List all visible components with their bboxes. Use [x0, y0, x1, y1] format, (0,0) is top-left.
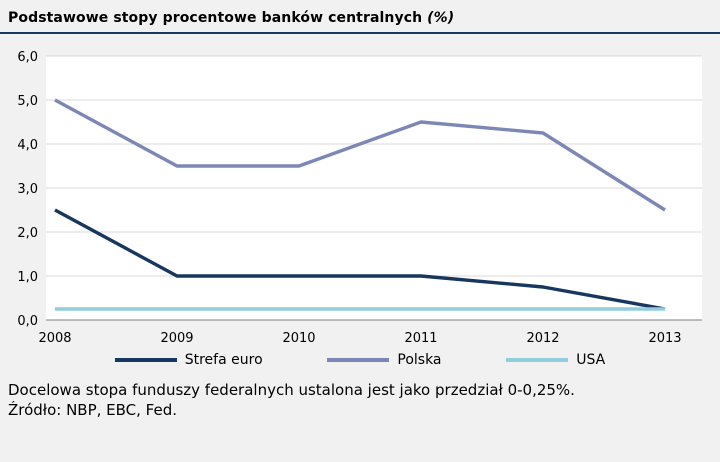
line-chart: 0,0 1,0 2,0 3,0 4,0 5,0 6,0 2008 2009 2010 2011 201…	[0, 34, 720, 346]
x-tick-label: 2011	[404, 331, 437, 346]
y-tick-label: 5,0	[17, 94, 38, 109]
chart-title: Podstawowe stopy procentowe banków centr…	[0, 0, 720, 32]
x-tick-label: 2010	[282, 331, 315, 346]
line-chart-canvas: 0,0 1,0 2,0 3,0 4,0 5,0 6,0 2008 2009 2010 2011 201…	[17, 50, 702, 346]
y-tick-label: 6,0	[17, 50, 38, 65]
footer-source: Źródło: NBP, EBC, Fed.	[8, 401, 178, 420]
y-tick-label: 1,0	[17, 270, 38, 285]
title-divider	[0, 32, 720, 34]
legend-swatch-strefa-euro	[114, 358, 177, 362]
y-tick-label: 2,0	[17, 226, 38, 241]
legend-swatch-polska	[327, 358, 390, 362]
legend-item-strefa-euro: Strefa euro	[114, 352, 263, 368]
x-tick-label: 2013	[648, 331, 681, 346]
legend-label-polska: Polska	[397, 352, 442, 368]
x-tick-label: 2012	[526, 331, 559, 346]
legend-item-polska: Polska	[327, 352, 442, 368]
y-tick-label: 4,0	[17, 138, 38, 153]
footer-note: Docelowa stopa funduszy federalnych usta…	[8, 381, 575, 399]
chart-title-unit: (%)	[427, 10, 455, 26]
y-tick-label: 0,0	[17, 314, 38, 329]
legend-label-strefa-euro: Strefa euro	[184, 352, 263, 368]
legend-item-usa: USA	[506, 352, 605, 368]
chart-footer: Docelowa stopa funduszy federalnych usta…	[0, 368, 720, 421]
legend-label-usa: USA	[576, 352, 606, 368]
chart-legend: Strefa euro Polska USA	[0, 346, 720, 368]
series-line-polska	[54, 98, 666, 212]
chart-title-text: Podstawowe stopy procentowe banków centr…	[8, 10, 423, 26]
x-tick-label: 2008	[38, 331, 71, 346]
legend-swatch-usa	[506, 358, 569, 362]
y-tick-label: 3,0	[17, 182, 38, 197]
x-tick-label: 2009	[160, 331, 193, 346]
series-line-strefa-euro	[54, 208, 666, 311]
